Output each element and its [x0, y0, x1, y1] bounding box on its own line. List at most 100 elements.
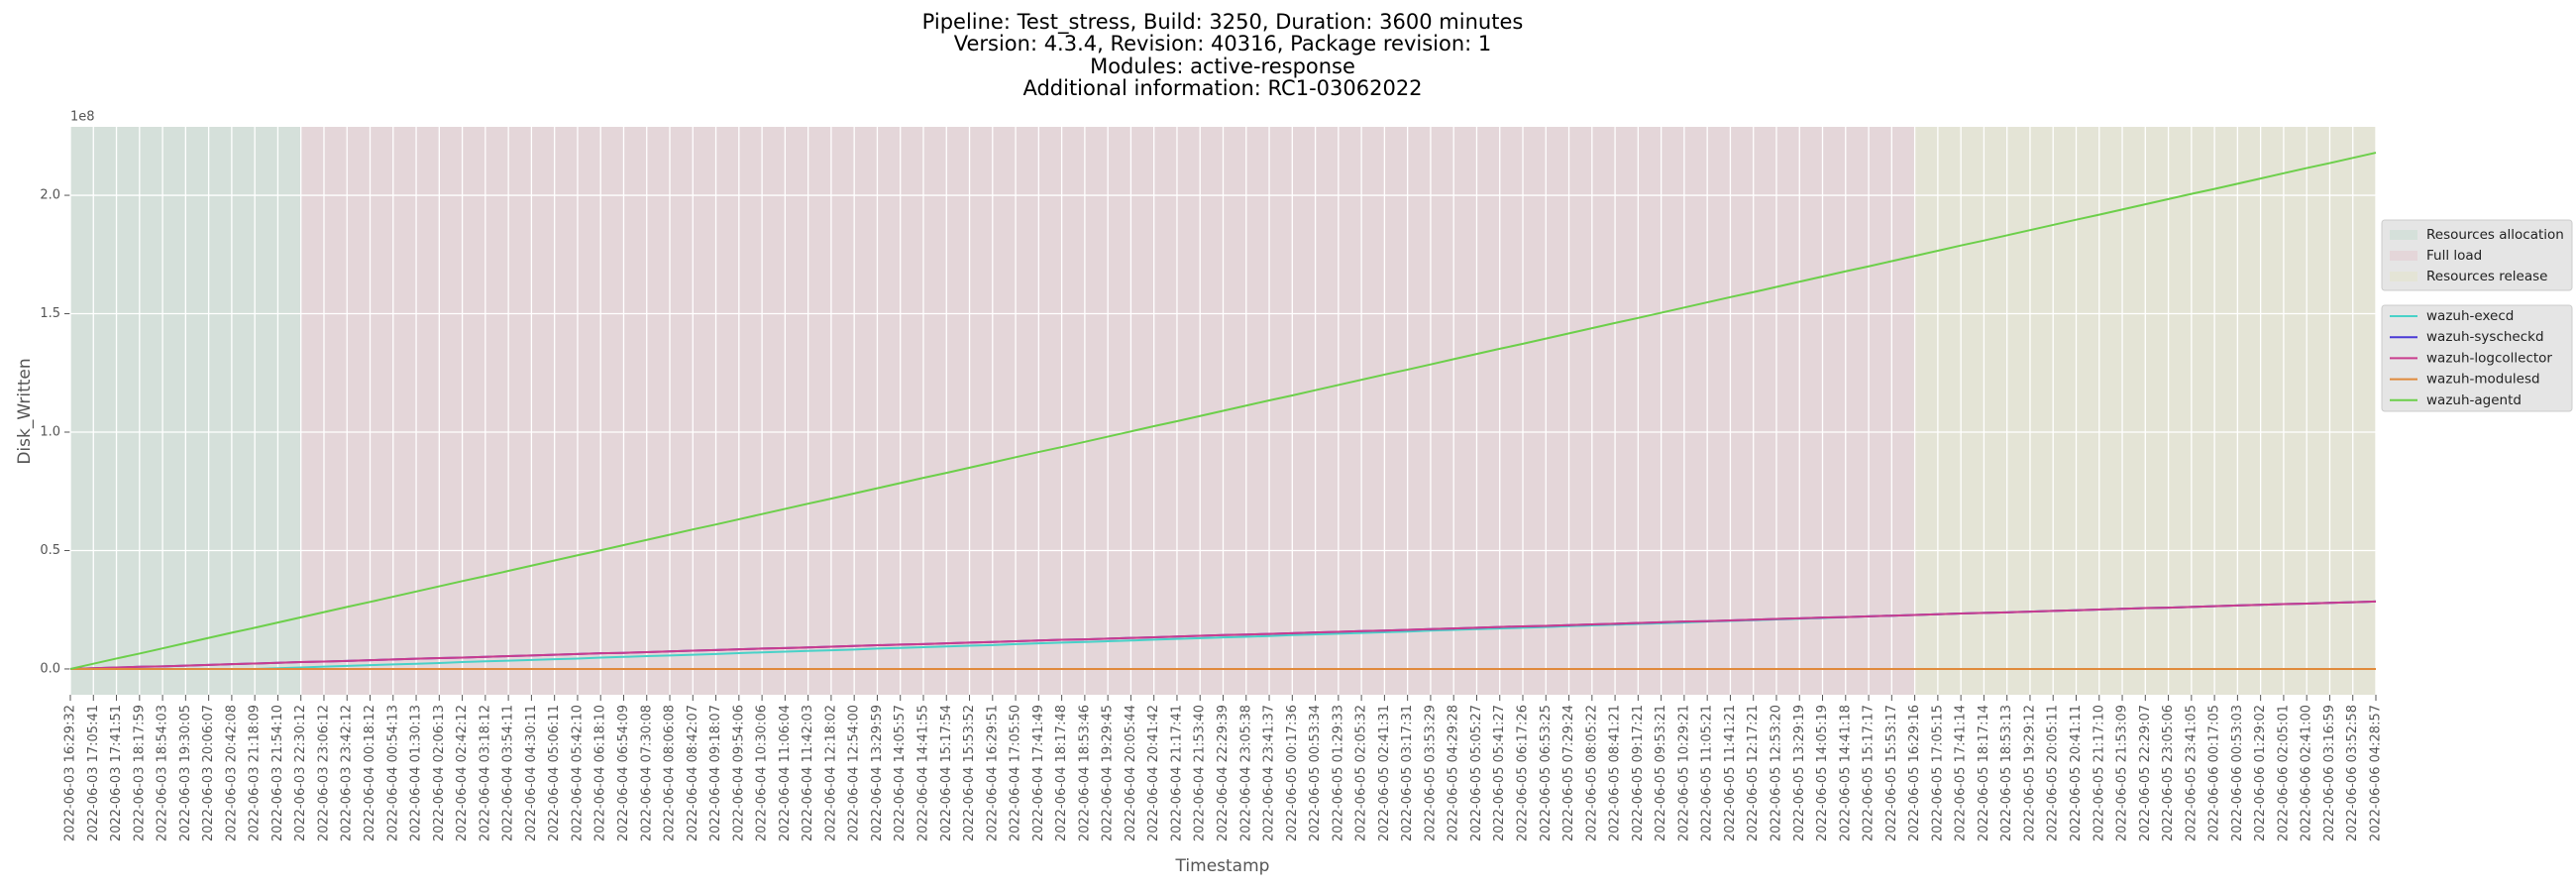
x-tick-label: 2022-06-04 08:06:08: [663, 705, 678, 841]
x-tick-label: 2022-06-04 21:53:40: [1193, 705, 1208, 841]
x-tick-label: 2022-06-04 13:29:59: [870, 705, 885, 841]
legend-label: Resources release: [2426, 269, 2547, 284]
x-tick-label: 2022-06-03 16:29:32: [63, 705, 78, 841]
x-tick-label: 2022-06-04 11:42:03: [801, 705, 815, 841]
x-tick-label: 2022-06-04 07:30:08: [639, 705, 654, 841]
x-tick-label: 2022-06-05 13:29:19: [1792, 705, 1807, 841]
x-tick-label: 2022-06-05 02:05:32: [1354, 705, 1369, 841]
x-tick-label: 2022-06-03 22:30:12: [293, 705, 308, 841]
x-tick-label: 2022-06-04 19:29:45: [1101, 705, 1116, 841]
x-tick-label: 2022-06-04 22:29:39: [1216, 705, 1231, 841]
x-tick-label: 2022-06-04 18:17:48: [1054, 705, 1069, 841]
x-tick-label: 2022-06-05 15:17:17: [1862, 705, 1877, 841]
legend-label: wazuh-agentd: [2426, 392, 2522, 408]
x-tick-label: 2022-06-05 19:29:12: [2022, 705, 2037, 841]
x-tick-label: 2022-06-04 10:30:06: [755, 705, 770, 841]
x-axis-label: Timestamp: [1175, 856, 1270, 876]
x-tick-label: 2022-06-04 05:06:11: [547, 705, 562, 841]
x-tick-label: 2022-06-05 03:17:31: [1400, 705, 1415, 841]
y-tick-label: 2.0: [40, 188, 60, 203]
x-tick-label: 2022-06-06 03:52:58: [2345, 705, 2360, 841]
legend-box: [2381, 304, 2573, 412]
x-tick-label: 2022-06-05 12:17:21: [1746, 705, 1761, 841]
x-tick-label: 2022-06-05 17:05:15: [1930, 705, 1945, 841]
x-tick-label: 2022-06-04 20:41:42: [1146, 705, 1161, 841]
x-tick-label: 2022-06-04 21:17:41: [1169, 705, 1184, 841]
y-tick-label: 1.5: [40, 306, 60, 321]
x-tick-label: 2022-06-05 17:41:14: [1954, 705, 1969, 841]
x-tick-label: 2022-06-04 12:18:02: [823, 705, 838, 841]
x-tick-label: 2022-06-05 03:53:29: [1423, 705, 1438, 841]
x-tick-label: 2022-06-06 00:17:05: [2207, 705, 2222, 841]
x-tick-label: 2022-06-05 23:05:06: [2161, 705, 2176, 841]
x-tick-label: 2022-06-04 00:54:13: [385, 705, 400, 841]
x-tick-label: 2022-06-03 21:18:09: [248, 705, 263, 841]
x-tick-label: 2022-06-05 02:41:31: [1377, 705, 1392, 841]
x-tick-label: 2022-06-06 02:41:00: [2300, 705, 2314, 841]
legend-label: Resources allocation: [2426, 227, 2564, 243]
x-tick-label: 2022-06-05 09:53:21: [1654, 705, 1668, 841]
x-tick-label: 2022-06-05 11:05:21: [1700, 705, 1715, 841]
x-tick-label: 2022-06-04 18:53:46: [1077, 705, 1092, 841]
x-tick-label: 2022-06-05 01:29:33: [1331, 705, 1345, 841]
x-tick-label: 2022-06-04 14:05:57: [893, 705, 908, 841]
x-tick-label: 2022-06-04 15:53:52: [962, 705, 977, 841]
x-tick-label: 2022-06-05 08:41:21: [1608, 705, 1623, 841]
x-tick-label: 2022-06-04 17:05:50: [1009, 705, 1023, 841]
x-tick-label: 2022-06-05 20:41:11: [2069, 705, 2084, 841]
series-line: [69, 152, 2377, 670]
x-tick-label: 2022-06-03 20:06:07: [201, 705, 216, 841]
x-tick-label: 2022-06-05 10:29:21: [1676, 705, 1691, 841]
legend-swatch: [2390, 251, 2417, 261]
legend-label: wazuh-syscheckd: [2426, 329, 2544, 345]
x-tick-label: 2022-06-05 22:29:07: [2138, 705, 2153, 841]
x-tick-label: 2022-06-05 00:53:34: [1308, 705, 1323, 841]
legend-box: [2381, 219, 2573, 291]
legend-label: wazuh-logcollector: [2426, 350, 2552, 366]
x-tick-label: 2022-06-05 14:05:19: [1815, 705, 1830, 841]
x-tick-label: 2022-06-03 23:42:12: [340, 705, 355, 841]
x-tick-label: 2022-06-05 00:17:36: [1285, 705, 1300, 841]
x-tick-label: 2022-06-05 06:53:25: [1539, 705, 1554, 841]
x-tick-label: 2022-06-04 17:41:49: [1031, 705, 1046, 841]
x-tick-label: 2022-06-05 05:05:27: [1469, 705, 1484, 841]
x-tick-label: 2022-06-03 23:06:12: [316, 705, 331, 841]
x-tick-label: 2022-06-04 09:18:07: [708, 705, 723, 841]
x-tick-label: 2022-06-05 09:17:21: [1631, 705, 1646, 841]
x-tick-label: 2022-06-05 07:29:24: [1561, 705, 1576, 841]
x-tick-label: 2022-06-04 11:06:04: [778, 705, 793, 841]
x-tick-label: 2022-06-04 02:42:12: [455, 705, 470, 841]
x-tick-label: 2022-06-05 12:53:20: [1769, 705, 1783, 841]
x-tick-label: 2022-06-04 15:17:54: [939, 705, 954, 841]
chart-title: Version: 4.3.4, Revision: 40316, Package…: [954, 32, 1492, 56]
x-tick-label: 2022-06-05 18:53:13: [1999, 705, 2014, 841]
x-tick-label: 2022-06-05 05:41:27: [1492, 705, 1507, 841]
x-tick-label: 2022-06-05 14:41:18: [1838, 705, 1853, 841]
x-tick-label: 2022-06-06 01:29:02: [2253, 705, 2268, 841]
x-tick-label: 2022-06-05 04:29:28: [1447, 705, 1461, 841]
x-tick-label: 2022-06-03 18:17:59: [132, 705, 147, 841]
x-tick-label: 2022-06-06 04:28:57: [2369, 705, 2384, 841]
legend-swatch: [2390, 272, 2417, 281]
x-tick-label: 2022-06-04 23:41:37: [1262, 705, 1277, 841]
legend-swatch: [2390, 230, 2417, 240]
x-tick-label: 2022-06-04 16:29:51: [985, 705, 1000, 841]
x-tick-label: 2022-06-03 21:54:10: [270, 705, 285, 841]
x-tick-label: 2022-06-04 14:41:55: [915, 705, 930, 841]
x-tick-label: 2022-06-05 20:05:11: [2046, 705, 2061, 841]
chart-title: Pipeline: Test_stress, Build: 3250, Dura…: [922, 10, 1524, 35]
x-tick-label: 2022-06-04 23:05:38: [1238, 705, 1253, 841]
x-tick-label: 2022-06-04 00:18:12: [363, 705, 377, 841]
y-multiplier: 1e8: [70, 110, 95, 125]
x-tick-label: 2022-06-04 20:05:44: [1124, 705, 1138, 841]
legend-label: Full load: [2426, 248, 2482, 264]
x-tick-label: 2022-06-03 17:05:41: [86, 705, 101, 841]
y-tick-label: 0.0: [40, 661, 60, 676]
y-tick-label: 1.0: [40, 425, 60, 440]
x-tick-label: 2022-06-05 16:29:16: [1907, 705, 1922, 841]
chart-title: Modules: active-response: [1090, 55, 1355, 78]
y-tick-label: 0.5: [40, 543, 60, 558]
x-tick-label: 2022-06-05 11:41:21: [1723, 705, 1738, 841]
x-tick-label: 2022-06-04 03:18:12: [478, 705, 492, 841]
